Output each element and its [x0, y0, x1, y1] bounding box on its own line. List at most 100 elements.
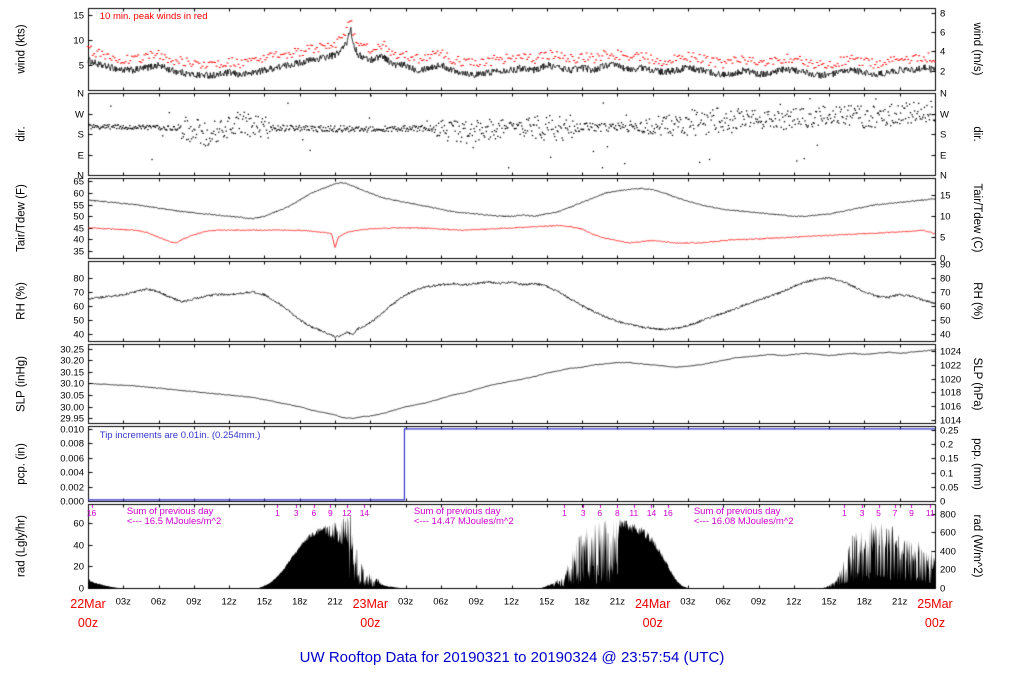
x-hour-label: 12z [221, 596, 237, 608]
x-hour-label: 15z [821, 596, 837, 608]
pcp-left-tick-label: 0.000 [60, 495, 84, 507]
wind-right-tick-label: 4 [940, 45, 946, 57]
x-day-label: 25Mar [917, 596, 953, 611]
pcp-right-tick-label: 0.2 [940, 438, 954, 450]
rh-left-tick-label: 50 [73, 314, 84, 326]
tair-right-tick-label: 0 [940, 252, 946, 264]
rh-right-tick-label: 70 [940, 286, 951, 298]
rad-hour-mark: 11 [925, 507, 935, 518]
dir-left-tick-label: N [77, 87, 84, 99]
pcp-left-tick-label: 0.002 [60, 481, 84, 493]
rh-right-axis-label: RH (%) [970, 282, 983, 320]
slp-left-tick-label: 30.00 [60, 401, 84, 413]
rad-hour-mark: 3 [859, 507, 865, 518]
x-hour-label: 21z [327, 596, 343, 608]
x-hour-label: 06z [150, 596, 167, 608]
slp-right-tick-label: 1014 [940, 414, 962, 426]
x-hour-label: 03z [115, 596, 131, 608]
rad-annotation: Sum of previous day [126, 506, 214, 517]
rad-hour-mark: 6 [311, 507, 317, 518]
rh-right-tick-label: 40 [940, 328, 951, 340]
rh-right-tick-label: 80 [940, 272, 951, 284]
rad-right-axis-label: rad (W/m^2) [970, 514, 983, 578]
tair-right-tick-label: 15 [940, 189, 951, 201]
x-hour-label: 21z [892, 596, 908, 608]
rad-right-tick-label: 600 [940, 526, 956, 538]
slp-left-tick-label: 29.95 [60, 412, 84, 424]
dir-left-tick-label: S [77, 128, 84, 140]
rad-right-tick-label: 0 [940, 582, 946, 594]
rad-hour-mark: 11 [629, 507, 639, 518]
x-hour-label: 15z [539, 596, 555, 608]
rad-hour-mark: 8 [615, 507, 620, 518]
rh-left-tick-label: 80 [73, 272, 84, 284]
rad-hour-mark: 14 [646, 507, 657, 518]
slp-right-tick-label: 1016 [940, 400, 962, 412]
tair-left-tick-label: 35 [73, 245, 84, 257]
rad-annotation: Sum of previous day [693, 506, 781, 517]
wind-left-tick-label: 15 [73, 9, 84, 21]
wind-left-axis-label: wind (kts) [15, 24, 28, 74]
pcp-right-tick-label: 0 [940, 495, 946, 507]
slp-left-tick-label: 30.10 [60, 377, 84, 389]
x-day-label: 24Mar [634, 596, 671, 611]
rad-hour-mark: 5 [876, 507, 881, 518]
pcp-left-tick-label: 0.010 [60, 423, 84, 435]
pcp-left-axis-label: pcp. (in) [15, 442, 28, 485]
tair-left-tick-label: 45 [73, 222, 84, 234]
pcp-left-tick-label: 0.006 [60, 452, 84, 464]
rh-right-tick-label: 50 [940, 314, 951, 326]
tair-right-tick-label: 10 [940, 210, 951, 222]
slp-left-tick-label: 30.15 [60, 366, 84, 378]
x-hour-label: 09z [750, 596, 767, 608]
pcp-left-tick-label: 0.004 [60, 466, 84, 478]
rad-left-tick-label: 0 [78, 582, 84, 594]
rad-hour-mark: 3 [293, 507, 299, 518]
rad-left-tick-label: 20 [73, 560, 84, 572]
x-hour-label: 15z [256, 596, 273, 608]
x-hour-label: 09z [186, 596, 202, 608]
rad-hour-mark: 6 [597, 507, 603, 518]
x-hour-label: 21z [609, 596, 626, 608]
slp-right-axis-label: SLP (hPa) [970, 357, 983, 410]
rad-annotation: Sum of previous day [413, 506, 501, 517]
pcp-right-axis-label: pcp. (mm) [970, 437, 983, 490]
rh-right-tick-label: 90 [940, 258, 951, 270]
x-day-label: 22Mar [70, 596, 106, 611]
x-day-z-label: 00z [77, 615, 99, 630]
wind-right-tick-label: 6 [940, 26, 946, 38]
x-hour-label: 18z [574, 596, 590, 608]
slp-right-tick-label: 1024 [940, 345, 962, 357]
rh-right-tick-label: 60 [940, 300, 951, 312]
tair-left-tick-label: 50 [73, 210, 84, 222]
pcp-right-tick-label: 0.15 [940, 452, 959, 464]
dir-right-tick-label: N [940, 169, 947, 181]
rad-hour-mark: 12 [342, 507, 352, 518]
dir-left-tick-label: W [75, 108, 84, 120]
wind-right-axis-label: wind (m/s) [970, 22, 983, 76]
rad-left-tick-label: 40 [73, 539, 84, 551]
tair-left-axis-label: Tair/Tdew (F) [15, 184, 28, 252]
rad-left-axis-label: rad (Lgly/hr) [15, 515, 28, 577]
rh-left-tick-label: 60 [73, 300, 84, 312]
pcp-right-tick-label: 0.25 [940, 424, 959, 436]
slp-right-tick-label: 1022 [940, 359, 962, 371]
rad-hour-mark: 9 [909, 507, 914, 518]
rad-hour-mark: 14 [359, 507, 370, 518]
rad-annotation: <--- 14.47 MJoules/m^2 [413, 516, 514, 527]
dir-right-tick-label: W [940, 108, 949, 120]
rad-hour-mark: 3 [580, 507, 586, 518]
x-hour-label: 12z [786, 596, 802, 608]
pcp-left-tick-label: 0.008 [60, 437, 84, 449]
tair-right-axis-label: Tair/Tdew (C) [970, 183, 983, 253]
slp-right-tick-label: 1020 [940, 373, 962, 385]
slp-right-tick-label: 1018 [940, 386, 962, 398]
rad-right-tick-label: 800 [940, 508, 956, 520]
tair-left-tick-label: 60 [73, 187, 84, 199]
x-day-z-label: 00z [360, 615, 381, 630]
tair-left-tick-label: 65 [73, 175, 84, 187]
rh-left-tick-label: 70 [73, 286, 84, 298]
wind-right-tick-label: 8 [940, 7, 946, 19]
